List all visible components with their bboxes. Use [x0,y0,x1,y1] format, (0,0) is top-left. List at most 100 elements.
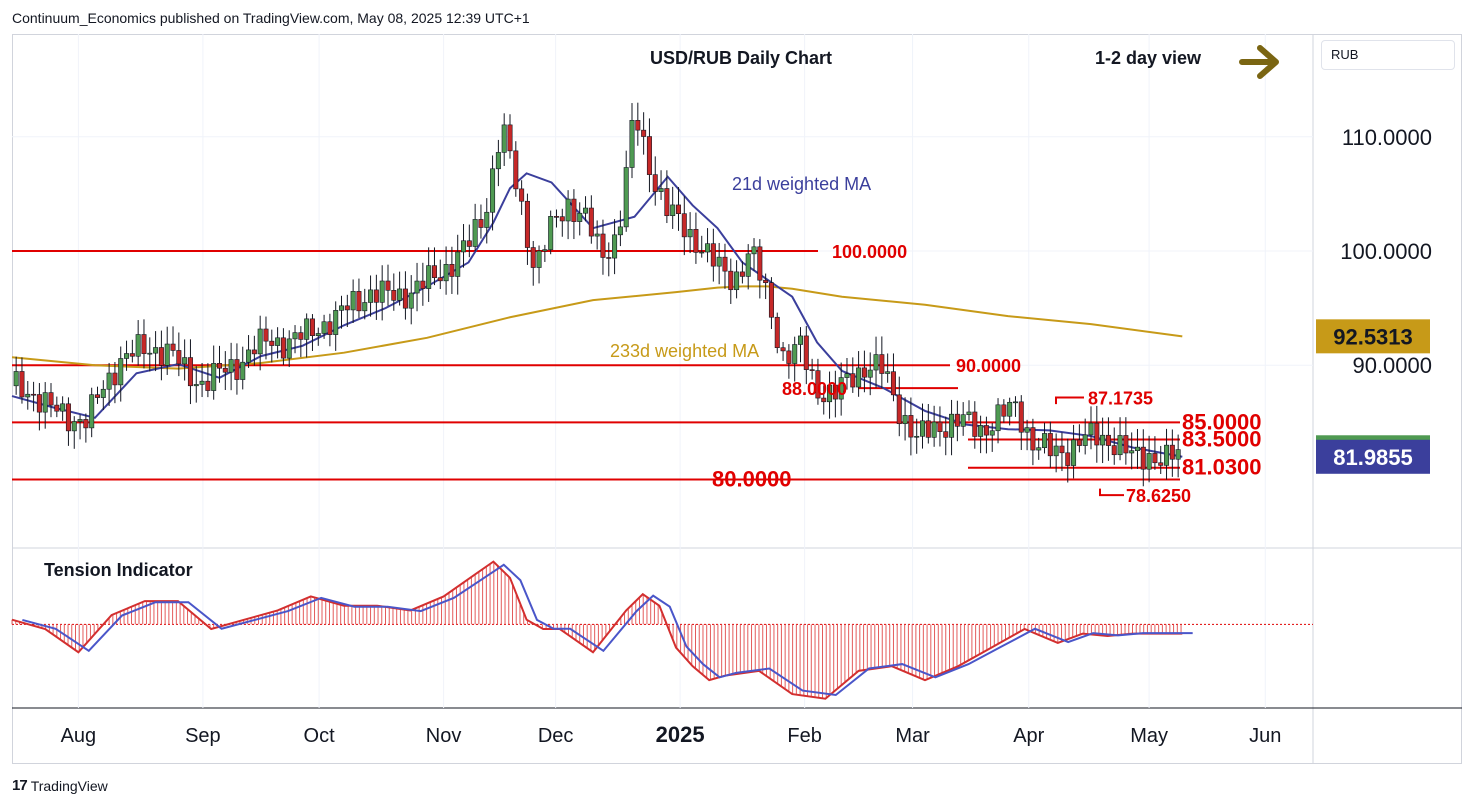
candle-body [728,270,734,291]
candle-body [1100,434,1106,446]
candle-body [437,277,443,282]
candle-body [60,403,66,412]
candle-body [925,420,931,438]
price-tag-box [1316,319,1430,354]
tradingview-brand: TradingView [30,777,108,794]
candle-body [931,421,937,438]
candle-body [827,384,833,403]
x-tick-label: Oct [304,725,336,747]
price-tag-ma233: 92.5313 [1316,319,1430,354]
candle-body [77,419,83,422]
tension-slow-line [22,563,1193,697]
candle-body [1175,449,1181,460]
candle-body [385,280,391,291]
x-tick-label: 2025 [656,722,705,747]
candle-body [193,384,199,387]
candle-body [31,393,37,396]
candle-body [577,212,583,222]
candle-body [83,419,89,429]
candle-body [36,394,42,413]
candle-body [1117,435,1123,456]
candle-body [431,265,437,278]
level-label-85: 85.0000 [1182,409,1262,434]
candle-body [1088,422,1094,436]
candle-body [65,403,71,432]
candle-body [635,120,641,131]
candle-body [71,421,77,432]
candle-body [1105,434,1111,446]
chart-title: USD/RUB Daily Chart [650,48,832,68]
candle-body [1169,444,1175,460]
candle-body [879,354,885,374]
candle-body [292,332,298,340]
candle-body [559,216,565,222]
candle-body [803,335,809,370]
candle-body [629,120,635,168]
candle-body [1076,439,1082,446]
price-tag-label: 92.5313 [1333,324,1413,349]
candle-body [670,204,676,217]
candle-body [664,188,670,217]
candle-body [890,371,896,396]
label-layer: Aug Sep Oct Nov Dec 2025 Feb Mar Apr May Jun 110.00… [61,125,1432,747]
candle-body [501,124,507,153]
candle-body [118,358,124,386]
candle-body [705,243,711,253]
candle-body [792,344,798,364]
candle-body [553,216,559,218]
candle-body [972,411,978,437]
candle-body [524,200,530,248]
candle-body [920,420,926,437]
x-tick-label: Nov [426,725,462,747]
candle-body [832,384,838,400]
candle-body [129,353,135,357]
candle-body [484,211,490,228]
candle-body [989,430,995,436]
candle-body [158,347,164,366]
candle-body [856,367,862,388]
candle-body [13,371,19,387]
candle-body [687,229,693,238]
candle-body [153,347,159,354]
annotation-label-87-17: 87.1735 [1088,389,1153,409]
candle-body [960,414,966,427]
candle-body [885,371,891,374]
candle-body [949,413,955,438]
candle-body [106,372,112,390]
ma21-label: 21d weighted MA [732,174,871,194]
annotation-line-78-62 [1099,488,1124,497]
x-tick-label: Jun [1249,725,1281,747]
candle-body [914,435,920,438]
candle-body [983,425,989,436]
candle-body [1082,434,1088,446]
candle-body [205,380,211,391]
candle-body [739,271,745,277]
y-tick-label: 90.0000 [1352,353,1432,378]
currency-button[interactable]: RUB [1321,40,1455,70]
candle-body [902,415,908,425]
candle-body [286,338,292,359]
tradingview-logo[interactable]: 17 TradingView [12,777,108,794]
candle-body [25,393,31,398]
candle-body [333,310,339,335]
candle-body [373,289,379,303]
level-label-80: 80.0000 [712,466,792,491]
candle-body [211,363,217,391]
candle-body [809,369,815,371]
x-tick-label: Apr [1013,725,1044,747]
candle-body [350,291,356,311]
candles-layer [13,102,1181,487]
candle-body [344,305,350,311]
tradingview-icon: 17 [12,777,28,794]
candle-body [896,394,902,425]
candle-body [1094,422,1100,446]
candle-body [861,367,867,378]
candle-body [19,371,25,398]
candle-body [187,357,193,387]
candle-body [147,352,153,355]
candle-body [321,321,327,334]
x-tick-label: May [1130,725,1168,747]
candle-body [1129,450,1135,454]
candle-body [1024,427,1030,433]
